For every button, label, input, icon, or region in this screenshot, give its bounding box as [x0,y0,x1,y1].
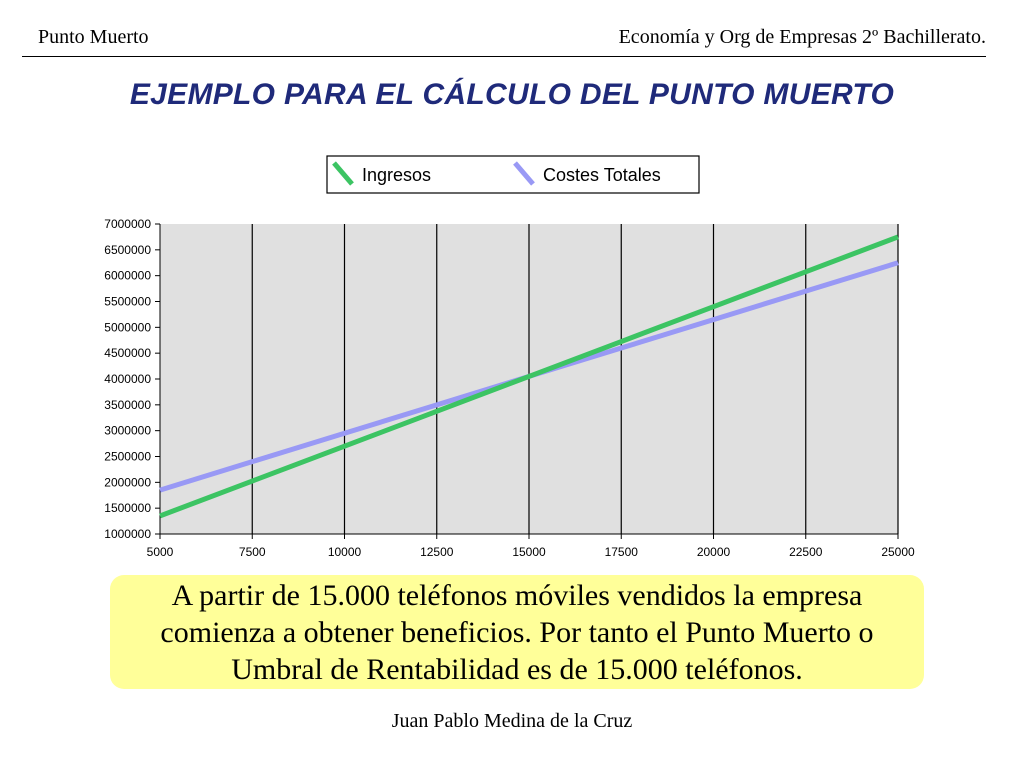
slide-title: EJEMPLO PARA EL CÁLCULO DEL PUNTO MUERTO [129,78,895,111]
x-tick-label: 20000 [697,545,731,559]
y-tick-label: 6000000 [104,269,151,283]
header-left-text: Punto Muerto [38,26,149,48]
y-tick-label: 3500000 [104,398,151,412]
y-tick-label: 4500000 [104,346,151,360]
header-right-text: Economía y Org de Empresas 2º Bachillera… [618,26,986,48]
series-line-ingresos [159,234,899,519]
legend-label-ingresos: Ingresos [362,165,431,185]
x-tick-label: 22500 [789,545,823,559]
y-tick-label: 4000000 [104,372,151,386]
y-tick-label: 1000000 [104,527,151,541]
y-tick-label: 6500000 [104,243,151,257]
y-tick-label: 2000000 [104,475,151,489]
legend-box [326,155,700,194]
y-tick-label: 7000000 [104,217,151,231]
conclusion-callout: A partir de 15.000 teléfonos móviles ven… [110,575,924,689]
y-tick-label: 2500000 [104,450,151,464]
legend-swatch-costes-totales [513,161,535,186]
x-tick-label: 17500 [605,545,639,559]
x-tick-label: 12500 [420,545,454,559]
y-tick-label: 3000000 [104,424,151,438]
footer-author: Juan Pablo Medina de la Cruz [391,710,633,732]
header-divider [22,56,986,57]
x-tick-label: 25000 [881,545,915,559]
y-tick-label: 5500000 [104,295,151,309]
y-tick-label: 5000000 [104,320,151,334]
x-tick-label: 10000 [328,545,362,559]
x-tick-label: 15000 [512,545,546,559]
x-tick-label: 7500 [239,545,266,559]
x-tick-label: 5000 [147,545,174,559]
legend-label-costes-totales: Costes Totales [543,165,661,185]
legend-swatch-ingresos [332,161,354,186]
conclusion-text: A partir de 15.000 teléfonos móviles ven… [160,578,874,686]
y-tick-label: 1500000 [104,501,151,515]
